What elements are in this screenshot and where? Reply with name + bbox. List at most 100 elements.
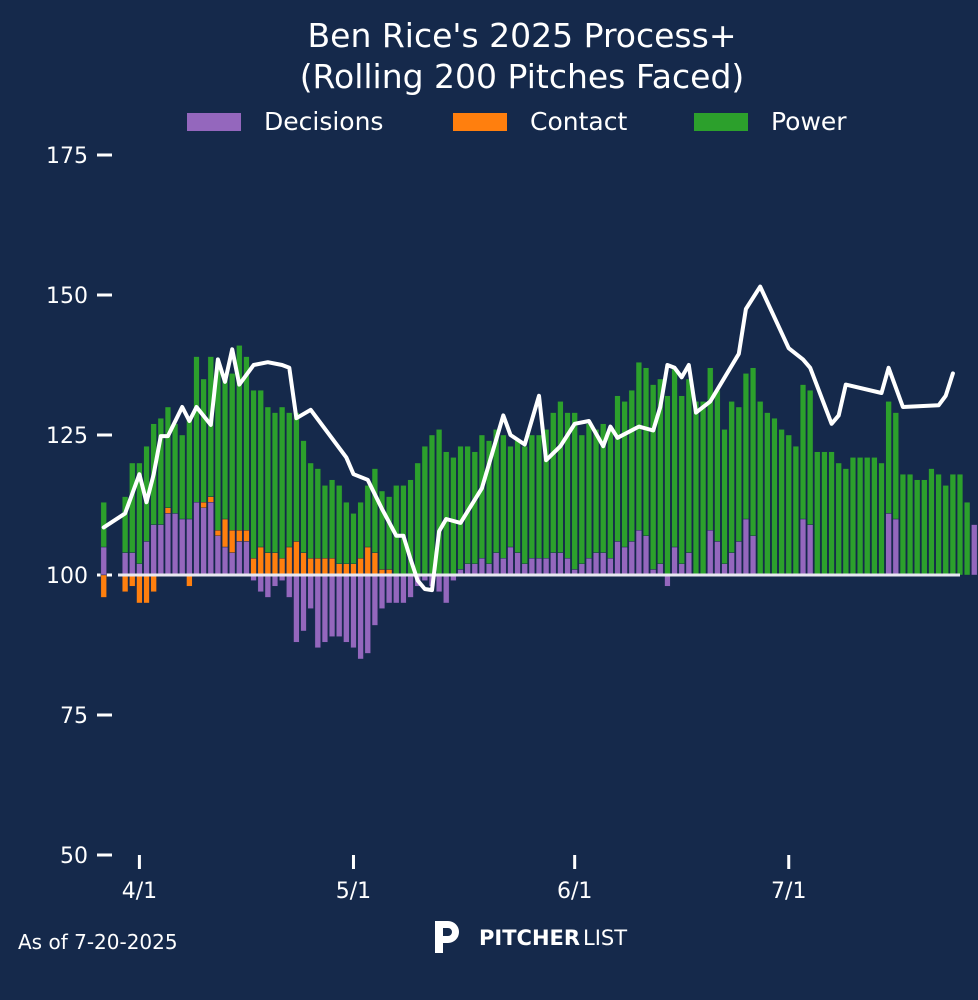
process-plus-line: [101, 284, 955, 593]
bar-decisions: [393, 574, 400, 604]
bar-power: [942, 485, 949, 576]
bar-contact: [214, 530, 221, 537]
bar-power: [193, 356, 200, 503]
legend-label-contact: Contact: [530, 107, 627, 136]
x-tick-label: 7/1: [771, 879, 806, 904]
bar-power: [386, 496, 393, 570]
chart-title-line-1: Ben Rice's 2025 Process+: [308, 16, 737, 55]
bar-power: [885, 401, 892, 514]
bar-decisions: [807, 524, 814, 576]
bar-decisions: [157, 524, 164, 576]
bar-decisions: [371, 574, 378, 626]
bar-decisions: [514, 552, 521, 576]
bar-power: [785, 434, 792, 576]
bar-power: [229, 373, 236, 531]
bar-power: [871, 457, 878, 576]
bar-power: [714, 390, 721, 542]
bar-power: [835, 462, 842, 576]
bar-decisions: [578, 563, 585, 576]
y-tick-label: 125: [46, 424, 88, 449]
bar-decisions: [207, 502, 214, 576]
bar-power: [507, 446, 514, 548]
bar-power: [828, 451, 835, 576]
bar-power: [964, 502, 971, 576]
y-tick-label: 50: [60, 844, 88, 869]
bar-decisions: [678, 563, 685, 576]
brand-name-bold: PITCHER: [479, 926, 580, 950]
bar-contact: [150, 574, 157, 592]
bar-decisions: [493, 552, 500, 576]
bar-decisions: [500, 558, 507, 576]
bar-power: [329, 479, 336, 559]
bar-power: [899, 474, 906, 576]
bar-power: [935, 474, 942, 576]
bar-power: [721, 429, 728, 564]
bar-decisions: [378, 574, 386, 609]
y-tick-label: 100: [46, 564, 88, 589]
bar-decisions: [343, 574, 350, 643]
bar-power: [892, 412, 899, 520]
bar-decisions: [100, 546, 107, 576]
bar-power: [164, 406, 171, 509]
bar-power: [807, 390, 814, 525]
bar-contact: [271, 552, 279, 576]
x-axis: 4/1 5/1 6/1 7/1: [122, 855, 806, 904]
y-tick-label: 150: [46, 284, 88, 309]
bar-decisions: [400, 574, 407, 604]
legend-swatch-decisions: [187, 113, 241, 131]
bar-power: [200, 378, 207, 503]
bar-decisions: [336, 574, 343, 637]
bar-decisions: [600, 552, 607, 576]
bar-power: [600, 423, 607, 553]
bar-contact: [264, 552, 271, 576]
bar-power: [122, 496, 129, 553]
bar-decisions: [243, 541, 250, 576]
bar-contact: [300, 552, 307, 576]
bar-power: [956, 474, 964, 576]
bar-decisions: [750, 535, 757, 576]
bar-power: [314, 468, 321, 559]
x-tick-label: 5/1: [336, 879, 371, 904]
bar-decisions: [707, 530, 714, 576]
bar-power: [378, 490, 386, 570]
bar-decisions: [407, 574, 414, 598]
bar-decisions: [486, 563, 493, 576]
bar-decisions: [714, 541, 721, 576]
bar-contact: [307, 558, 314, 576]
bar-decisions: [236, 541, 243, 576]
bar-power: [286, 412, 293, 548]
bar-power: [700, 401, 707, 576]
bar-power: [571, 412, 578, 570]
bar-decisions: [971, 524, 978, 576]
bar-power: [735, 406, 742, 542]
legend: Decisions Contact Power: [187, 107, 847, 136]
bar-decisions: [593, 552, 600, 576]
legend-swatch-power: [694, 113, 748, 131]
bar-power: [478, 434, 485, 559]
y-tick-label: 175: [46, 144, 88, 169]
bar-power: [343, 502, 350, 565]
bar-decisions: [172, 513, 179, 576]
legend-swatch-contact: [453, 113, 507, 131]
bar-power: [614, 395, 621, 542]
bar-power: [685, 378, 692, 553]
bar-power: [607, 429, 614, 559]
bar-power: [371, 468, 378, 553]
bar-contact: [321, 558, 328, 576]
bar-contact: [293, 541, 300, 576]
bar-contact: [279, 558, 286, 576]
bar-contact: [329, 558, 336, 576]
bar-contact: [350, 563, 357, 576]
bar-decisions: [671, 546, 678, 576]
bar-power: [799, 384, 807, 520]
legend-label-power: Power: [771, 107, 847, 136]
bar-decisions: [742, 518, 749, 576]
bar-power: [707, 367, 714, 531]
bar-power: [864, 457, 871, 576]
bar-contact: [314, 558, 321, 576]
bar-contact: [371, 552, 378, 576]
bar-power: [585, 423, 593, 559]
bar-power: [928, 468, 935, 576]
bar-decisions: [657, 563, 664, 576]
as-of-date: As of 7-20-2025: [18, 930, 178, 954]
